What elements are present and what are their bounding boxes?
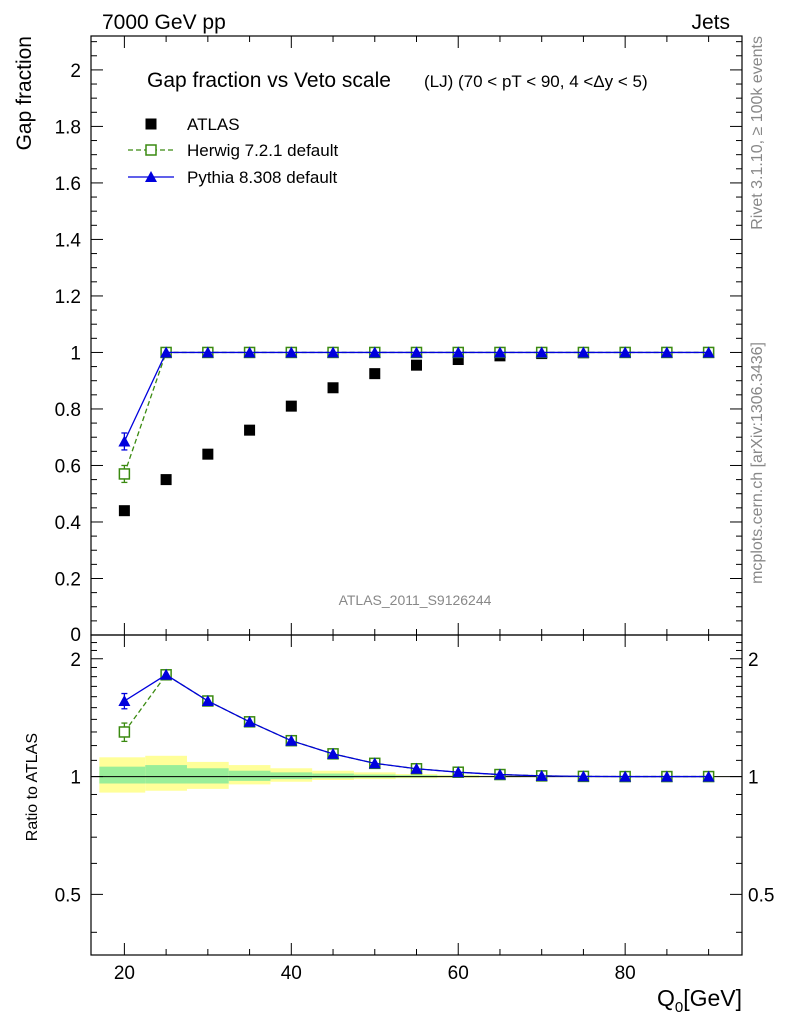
legend-marker bbox=[145, 118, 157, 130]
pythia-point bbox=[201, 346, 214, 358]
atlas-point bbox=[452, 354, 464, 366]
ratio-herwig-point bbox=[118, 726, 131, 738]
ratio-y-tick-label: 0.5 bbox=[55, 885, 81, 906]
main-y-axis-label: Gap fraction bbox=[13, 36, 36, 150]
ratio-pythia-point bbox=[619, 770, 632, 782]
pythia-point bbox=[410, 346, 423, 358]
pythia-point bbox=[452, 346, 465, 358]
ratio-y-axis-label: Ratio to ATLAS bbox=[24, 733, 41, 841]
atlas-point bbox=[369, 368, 381, 380]
atlas-point bbox=[327, 382, 339, 394]
pythia-point bbox=[160, 346, 173, 358]
pythia-point bbox=[577, 346, 590, 358]
ratio-y-tick-label: 1 bbox=[70, 768, 81, 789]
pythia-point bbox=[327, 346, 340, 358]
main-y-tick-label: 0.2 bbox=[55, 569, 81, 590]
pythia-point bbox=[368, 346, 381, 358]
ratio-pythia-point bbox=[535, 769, 548, 781]
herwig-point bbox=[118, 468, 131, 480]
ratio-band-inner bbox=[270, 772, 313, 780]
ratio-pythia-point bbox=[660, 770, 673, 782]
ratio-plot-frame bbox=[90, 634, 743, 956]
main-y-tick-label: 2 bbox=[70, 61, 81, 82]
main-y-tick-label: 1.2 bbox=[55, 287, 81, 308]
main-y-tick-label-zero: 0 bbox=[70, 625, 81, 646]
x-tick-label: 20 bbox=[114, 963, 135, 984]
main-subtitle: (LJ) (70 < pT < 90, 4 <Δy < 5) bbox=[424, 72, 648, 91]
x-axis-label-unit: [GeV] bbox=[683, 985, 742, 1011]
mcplots-text: mcplots.cern.ch [arXiv:1306.3436] bbox=[749, 342, 766, 584]
ratio-pythia-line bbox=[124, 674, 709, 778]
legend-label: Herwig 7.2.1 default bbox=[187, 141, 338, 160]
x-axis-ticks: 20 40 60 80 bbox=[114, 36, 710, 984]
ratio-y-tick-label-right: 2 bbox=[748, 650, 759, 671]
legend-label: Pythia 8.308 default bbox=[187, 168, 338, 187]
legend-marker bbox=[145, 144, 157, 156]
ratio-pythia-point bbox=[118, 694, 131, 706]
header-right: Jets bbox=[691, 11, 730, 34]
main-y-tick-label: 1.6 bbox=[55, 174, 81, 195]
ratio-y-tick-label-right: 1 bbox=[748, 768, 759, 789]
ratio-plot-panel: 0.5 0.51 12 2 20 40 60 80 Ratio to ATLAS Q0[Ge… bbox=[24, 36, 774, 1016]
ratio-plot-marks bbox=[118, 668, 715, 783]
atlas-point bbox=[411, 359, 422, 371]
main-plot-panel: 0.2 0.4 0.6 0.8 1 1.2 1.4 1.6 1.8 2 0 Gap fraction… bbox=[13, 35, 743, 646]
rivet-text: Rivet 3.1.10, ≥ 100k events bbox=[749, 36, 766, 230]
ratio-pythia-point bbox=[285, 734, 298, 746]
x-tick-label: 80 bbox=[615, 963, 636, 984]
ratio-band-inner bbox=[99, 766, 146, 784]
legend: ATLAS Herwig 7.2.1 default Pythia 8.308 de… bbox=[128, 115, 338, 187]
main-y-ticks: 0.2 0.4 0.6 0.8 1 1.2 1.4 1.6 1.8 2 0 bbox=[55, 41, 742, 646]
header-left: 7000 GeV pp bbox=[102, 11, 226, 34]
ratio-pythia-point bbox=[410, 762, 423, 774]
ratio-y-tick-label-right: 0.5 bbox=[748, 885, 774, 906]
x-axis-label-main: Q bbox=[657, 985, 675, 1011]
ratio-herwig-line bbox=[123, 673, 709, 778]
pythia-point bbox=[493, 346, 506, 358]
pythia-point bbox=[660, 346, 673, 358]
ratio-band-inner bbox=[145, 765, 187, 784]
atlas-point bbox=[244, 424, 256, 436]
ratio-pythia-point bbox=[327, 747, 340, 759]
x-axis-label: Q0[GeV] bbox=[657, 985, 742, 1016]
main-plot-marks bbox=[118, 346, 715, 517]
main-y-tick-label: 0.6 bbox=[55, 456, 81, 477]
pythia-point bbox=[619, 346, 632, 358]
pythia-point bbox=[118, 435, 131, 447]
atlas-point bbox=[160, 474, 172, 486]
analysis-watermark: ATLAS_2011_S9126244 bbox=[339, 592, 492, 608]
ratio-band-inner bbox=[312, 773, 354, 779]
ratio-band-inner bbox=[228, 770, 271, 781]
x-axis-label-sub: 0 bbox=[675, 999, 683, 1016]
ratio-pythia-point bbox=[160, 668, 173, 680]
legend-label: ATLAS bbox=[187, 115, 240, 134]
atlas-point bbox=[202, 448, 214, 460]
main-y-tick-label: 1.8 bbox=[55, 117, 81, 138]
ratio-pythia-point bbox=[243, 715, 256, 727]
atlas-point bbox=[118, 505, 130, 517]
ratio-band-inner bbox=[186, 768, 229, 784]
main-title: Gap fraction vs Veto scale bbox=[147, 69, 391, 92]
main-y-tick-label: 1 bbox=[70, 343, 81, 364]
pythia-point bbox=[535, 346, 548, 358]
pythia-point bbox=[285, 346, 298, 358]
x-tick-label: 40 bbox=[281, 963, 302, 984]
legend-marker bbox=[145, 171, 157, 182]
ratio-pythia-point bbox=[201, 694, 214, 706]
main-y-tick-label: 0.4 bbox=[55, 513, 82, 534]
main-y-tick-label: 1.4 bbox=[55, 230, 82, 251]
ratio-pythia-point bbox=[368, 757, 381, 769]
ratio-pythia-point bbox=[452, 766, 465, 778]
x-tick-label: 60 bbox=[448, 963, 469, 984]
ratio-y-tick-label: 2 bbox=[70, 650, 81, 671]
pythia-point bbox=[702, 346, 715, 358]
atlas-point bbox=[285, 400, 297, 412]
ratio-pythia-point bbox=[577, 770, 590, 782]
ratio-pythia-point bbox=[702, 770, 715, 782]
main-y-tick-label: 0.8 bbox=[55, 400, 81, 421]
ratio-y-ticks: 0.5 0.5 1 1 2 2 bbox=[55, 642, 774, 933]
ratio-pythia-point bbox=[493, 768, 506, 780]
pythia-point bbox=[243, 346, 256, 358]
